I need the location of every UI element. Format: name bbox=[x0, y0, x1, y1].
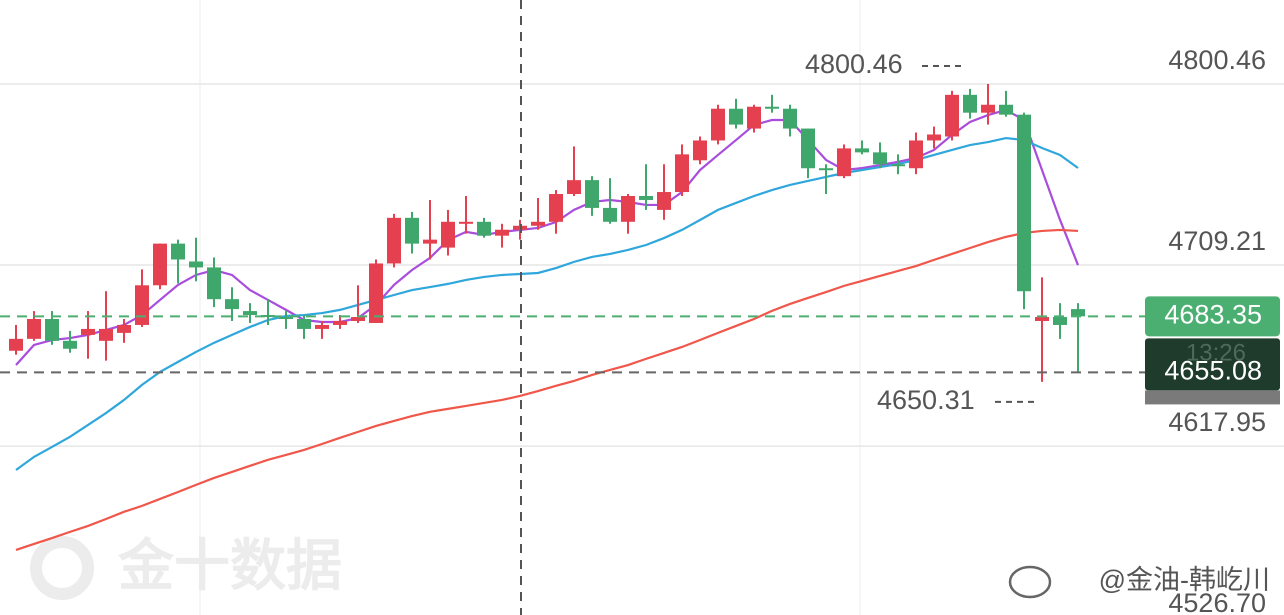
candle-body bbox=[477, 221, 491, 236]
candle-body bbox=[459, 221, 473, 224]
candle-body bbox=[891, 164, 905, 167]
y-tick-label: 4617.95 bbox=[1168, 407, 1266, 437]
candle-body bbox=[801, 128, 815, 169]
y-tick-label: 4800.46 bbox=[1168, 45, 1266, 75]
candle-body bbox=[927, 134, 941, 141]
candle-body bbox=[711, 108, 725, 141]
watermark: 金十数据 bbox=[30, 534, 342, 600]
ref-price-label: 4655.08 bbox=[1164, 356, 1262, 386]
candle-body bbox=[747, 106, 761, 129]
low-marker-label: 4650.31 bbox=[877, 385, 975, 415]
candle-body bbox=[423, 239, 437, 244]
candle-body bbox=[819, 168, 833, 171]
watermark-text: 金十数据 bbox=[117, 534, 342, 597]
candle-body bbox=[783, 108, 797, 129]
high-marker-label: 4800.46 bbox=[805, 49, 903, 79]
candle-body bbox=[1071, 309, 1085, 317]
candle-body bbox=[1017, 114, 1031, 292]
candle-body bbox=[117, 324, 131, 333]
candle-body bbox=[855, 148, 869, 153]
candle-body bbox=[1035, 317, 1049, 321]
candle-body bbox=[225, 299, 239, 310]
candle-body bbox=[603, 207, 617, 222]
candle-body bbox=[1053, 317, 1067, 325]
candle-body bbox=[909, 140, 923, 169]
last-price-label: 4683.35 bbox=[1164, 299, 1262, 329]
ref-price-tag bbox=[1145, 338, 1280, 391]
plot bbox=[0, 83, 1284, 551]
candle-body bbox=[639, 196, 653, 200]
candle-body bbox=[765, 106, 779, 109]
candle-body bbox=[135, 285, 149, 325]
candle-body bbox=[621, 196, 635, 222]
candle-body bbox=[153, 243, 167, 286]
ma-line bbox=[15, 136, 1079, 471]
candle-body bbox=[99, 328, 113, 341]
candle-body bbox=[405, 217, 419, 244]
candle-body bbox=[549, 194, 563, 222]
candle-body bbox=[315, 324, 329, 329]
candle-body bbox=[189, 261, 203, 268]
candle-body bbox=[729, 108, 743, 125]
candle-body bbox=[81, 328, 95, 335]
candle-body bbox=[297, 319, 311, 329]
candle-body bbox=[963, 94, 977, 113]
candle-body bbox=[567, 180, 581, 195]
candle-body bbox=[657, 192, 671, 210]
ma-line bbox=[15, 108, 1080, 366]
candle-body bbox=[531, 221, 545, 226]
candle-body bbox=[873, 152, 887, 165]
credit: @金油-韩屹川 bbox=[1099, 565, 1270, 595]
y-tick-label: 4526.70 bbox=[1168, 588, 1266, 615]
candle-body bbox=[369, 263, 383, 323]
candle-body bbox=[999, 104, 1013, 115]
candle-body bbox=[585, 180, 599, 208]
candle-body bbox=[441, 221, 455, 248]
candle-body bbox=[981, 104, 995, 113]
candle-body bbox=[333, 320, 347, 325]
candle-body bbox=[27, 319, 41, 339]
candle-body bbox=[45, 319, 59, 341]
candle-body bbox=[837, 148, 851, 177]
candle-body bbox=[279, 317, 293, 320]
candle-body bbox=[243, 311, 257, 316]
candle-body bbox=[207, 267, 221, 300]
candle-body bbox=[693, 140, 707, 161]
candle-body bbox=[387, 217, 401, 264]
watermark-logo bbox=[30, 536, 94, 600]
countdown: 13:26 bbox=[1186, 340, 1246, 367]
candle-body bbox=[351, 317, 365, 321]
ref-price-tag-lower bbox=[1145, 390, 1280, 405]
candle-body bbox=[63, 340, 77, 349]
ma-line bbox=[15, 228, 1079, 551]
candle-body bbox=[495, 229, 509, 236]
weibo-icon bbox=[1008, 565, 1052, 599]
last-price-tag bbox=[1145, 296, 1280, 337]
candle-body bbox=[9, 338, 23, 351]
y-tick-label: 4709.21 bbox=[1168, 226, 1266, 256]
candle-body bbox=[945, 94, 959, 137]
candle-body bbox=[171, 243, 185, 260]
candle-body bbox=[675, 154, 689, 193]
candle-body bbox=[261, 315, 275, 318]
